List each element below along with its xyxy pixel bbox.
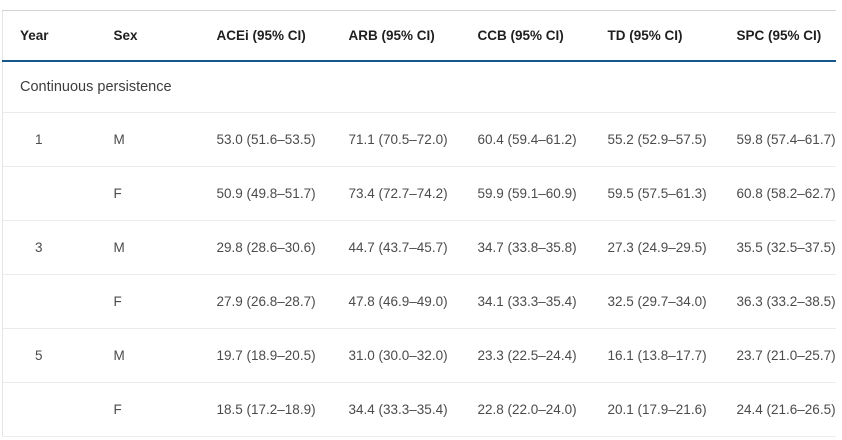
value-cell: 18.5 (17.2–18.9) xyxy=(199,382,332,437)
section-row: Continuous persistence xyxy=(2,61,836,113)
year-cell xyxy=(2,382,97,437)
column-header-spc: SPC (95% CI) xyxy=(719,10,836,62)
value-cell: 31.0 (30.0–32.0) xyxy=(331,328,461,383)
value-cell: 34.7 (33.8–35.8) xyxy=(460,220,591,275)
value-cell: 35.5 (32.5–37.5) xyxy=(719,220,836,275)
sex-cell: F xyxy=(96,382,200,437)
value-cell: 20.1 (17.9–21.6) xyxy=(590,382,720,437)
column-header-arb: ARB (95% CI) xyxy=(331,10,461,62)
column-header-ccb: CCB (95% CI) xyxy=(460,10,591,62)
value-cell: 16.1 (13.8–17.7) xyxy=(590,328,720,383)
table-row: F 27.9 (26.8–28.7) 47.8 (46.9–49.0) 34.1 (3… xyxy=(2,274,836,329)
value-cell: 36.3 (33.2–38.5) xyxy=(719,274,836,329)
value-cell: 24.4 (21.6–26.5) xyxy=(719,382,836,437)
value-cell: 34.4 (33.3–35.4) xyxy=(331,382,461,437)
year-cell: 1 xyxy=(2,112,97,167)
value-cell: 23.7 (21.0–25.7) xyxy=(719,328,836,383)
value-cell: 23.3 (22.5–24.4) xyxy=(460,328,591,383)
sex-cell: M xyxy=(96,328,200,383)
persistence-table: Year Sex ACEi (95% CI) ARB (95% CI) CCB … xyxy=(2,10,836,437)
value-cell: 50.9 (49.8–51.7) xyxy=(199,166,332,221)
value-cell: 22.8 (22.0–24.0) xyxy=(460,382,591,437)
section-label: Continuous persistence xyxy=(2,61,836,113)
table-body: Continuous persistence 1 M 53.0 (51.6–53.5… xyxy=(2,61,836,437)
sex-cell: F xyxy=(96,274,200,329)
value-cell: 53.0 (51.6–53.5) xyxy=(199,112,332,167)
column-header-sex: Sex xyxy=(96,10,200,62)
value-cell: 71.1 (70.5–72.0) xyxy=(331,112,461,167)
year-cell xyxy=(2,166,97,221)
table-row: 3 M 29.8 (28.6–30.6) 44.7 (43.7–45.7) 34.7 (… xyxy=(2,220,836,275)
value-cell: 27.3 (24.9–29.5) xyxy=(590,220,720,275)
year-cell: 3 xyxy=(2,220,97,275)
table-row: 1 M 53.0 (51.6–53.5) 71.1 (70.5–72.0) 60.4 (… xyxy=(2,112,836,167)
value-cell: 32.5 (29.7–34.0) xyxy=(590,274,720,329)
value-cell: 29.8 (28.6–30.6) xyxy=(199,220,332,275)
table-header: Year Sex ACEi (95% CI) ARB (95% CI) CCB … xyxy=(2,10,836,62)
value-cell: 59.9 (59.1–60.9) xyxy=(460,166,591,221)
table-row: F 18.5 (17.2–18.9) 34.4 (33.3–35.4) 22.8 (2… xyxy=(2,382,836,437)
value-cell: 55.2 (52.9–57.5) xyxy=(590,112,720,167)
year-cell xyxy=(2,274,97,329)
table-row: 5 M 19.7 (18.9–20.5) 31.0 (30.0–32.0) 23.3 (… xyxy=(2,328,836,383)
column-header-td: TD (95% CI) xyxy=(590,10,720,62)
table-row: F 50.9 (49.8–51.7) 73.4 (72.7–74.2) 59.9 (5… xyxy=(2,166,836,221)
column-header-year: Year xyxy=(2,10,97,62)
value-cell: 59.5 (57.5–61.3) xyxy=(590,166,720,221)
value-cell: 47.8 (46.9–49.0) xyxy=(331,274,461,329)
year-cell: 5 xyxy=(2,328,97,383)
column-header-acei: ACEi (95% CI) xyxy=(199,10,332,62)
value-cell: 27.9 (26.8–28.7) xyxy=(199,274,332,329)
value-cell: 44.7 (43.7–45.7) xyxy=(331,220,461,275)
sex-cell: M xyxy=(96,220,200,275)
value-cell: 19.7 (18.9–20.5) xyxy=(199,328,332,383)
persistence-table-container: Year Sex ACEi (95% CI) ARB (95% CI) CCB … xyxy=(2,10,837,437)
value-cell: 60.4 (59.4–61.2) xyxy=(460,112,591,167)
header-row: Year Sex ACEi (95% CI) ARB (95% CI) CCB … xyxy=(2,10,836,62)
value-cell: 73.4 (72.7–74.2) xyxy=(331,166,461,221)
value-cell: 59.8 (57.4–61.7) xyxy=(719,112,836,167)
value-cell: 60.8 (58.2–62.7) xyxy=(719,166,836,221)
sex-cell: M xyxy=(96,112,200,167)
value-cell: 34.1 (33.3–35.4) xyxy=(460,274,591,329)
sex-cell: F xyxy=(96,166,200,221)
